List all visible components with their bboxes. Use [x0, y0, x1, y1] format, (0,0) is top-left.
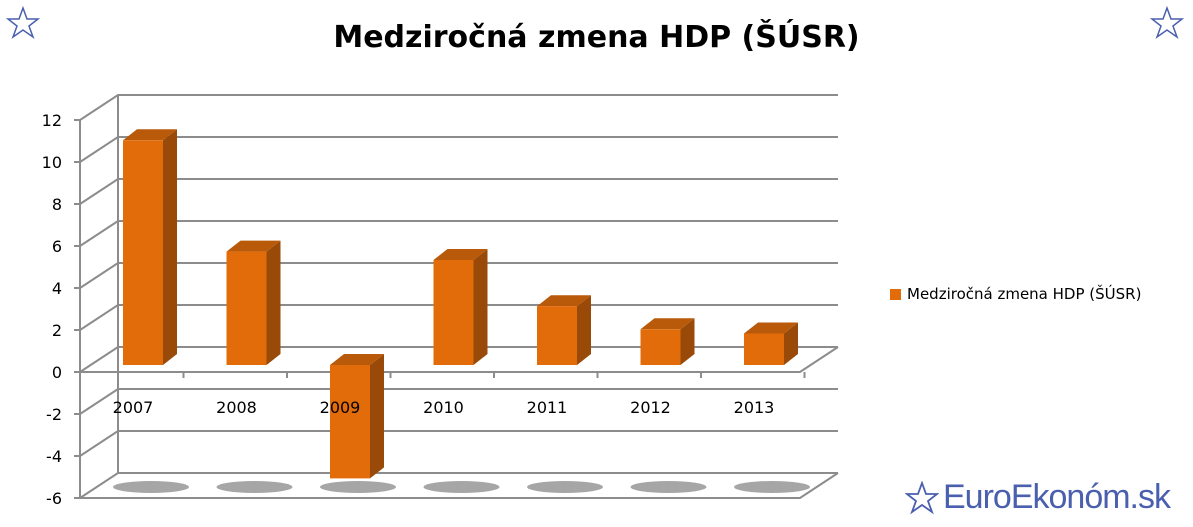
bar-2007 — [123, 140, 163, 365]
bar-top — [640, 318, 695, 330]
bar-side — [473, 249, 488, 365]
bar-side — [680, 318, 695, 365]
star-icon — [1150, 6, 1184, 39]
bar-2012 — [640, 329, 681, 365]
gridline — [79, 430, 838, 457]
x-tick-label: 2010 — [423, 398, 464, 417]
star-icon — [6, 6, 40, 39]
y-tick-label: 12 — [42, 111, 62, 130]
y-tick-label: 0 — [52, 363, 62, 382]
bar-2013 — [744, 333, 784, 365]
zero-line — [80, 346, 839, 373]
legend-label: Medziročná zmena HDP (ŠÚSR) — [907, 285, 1142, 303]
floor-shadow — [423, 481, 500, 493]
legend: Medziročná zmena HDP (ŠÚSR) — [890, 285, 1141, 303]
bar-2009 — [330, 365, 370, 479]
x-tick-label: 2008 — [216, 398, 257, 417]
x-tick-label: 2007 — [113, 398, 154, 417]
y-tick-label: 8 — [52, 195, 62, 214]
bar-side — [577, 295, 591, 365]
floor-edge — [80, 472, 839, 499]
gridline — [79, 94, 838, 121]
y-tick-label: 6 — [52, 237, 62, 256]
gridline — [79, 178, 838, 205]
x-tick-label: 2011 — [527, 398, 568, 417]
bar-top — [123, 129, 177, 141]
floor-shadow — [320, 481, 396, 493]
bar-side — [163, 129, 177, 365]
gridline — [79, 136, 838, 163]
bar-top — [433, 249, 488, 260]
gridline — [79, 220, 838, 247]
euroekonom-logo: EuroEkonóm.sk — [905, 478, 1171, 517]
logo-text: EuroEkonóm.sk — [943, 478, 1171, 516]
legend-swatch — [890, 288, 901, 300]
y-tick-label: 10 — [42, 153, 62, 172]
y-tick-label: -2 — [46, 405, 62, 424]
floor-shadow — [527, 481, 603, 493]
floor-shadow — [630, 481, 707, 493]
floor-shadow — [216, 481, 293, 493]
bar-side — [784, 322, 798, 365]
x-tick-label: 2012 — [630, 398, 671, 417]
y-tick-label: 4 — [52, 279, 62, 298]
y-tick-label: 2 — [52, 321, 62, 340]
bar-2010 — [433, 260, 474, 365]
bar-2008 — [226, 251, 267, 365]
bar-top — [537, 295, 591, 307]
floor-shadow — [113, 481, 189, 493]
x-tick-label: 2009 — [320, 398, 361, 417]
floor-shadow — [734, 481, 810, 493]
bar-top — [330, 354, 384, 365]
y-tick-label: -4 — [46, 447, 62, 466]
bar-side — [370, 354, 384, 479]
x-tick-label: 2013 — [734, 398, 775, 417]
star-icon — [905, 480, 939, 514]
bar-top — [744, 322, 798, 334]
chart-title: Medziročná zmena HDP (ŠÚSR) — [333, 20, 860, 55]
y-tick-label: -6 — [46, 489, 62, 508]
bar-side — [266, 240, 281, 365]
bar-2011 — [537, 306, 577, 365]
bar-top — [226, 240, 281, 252]
